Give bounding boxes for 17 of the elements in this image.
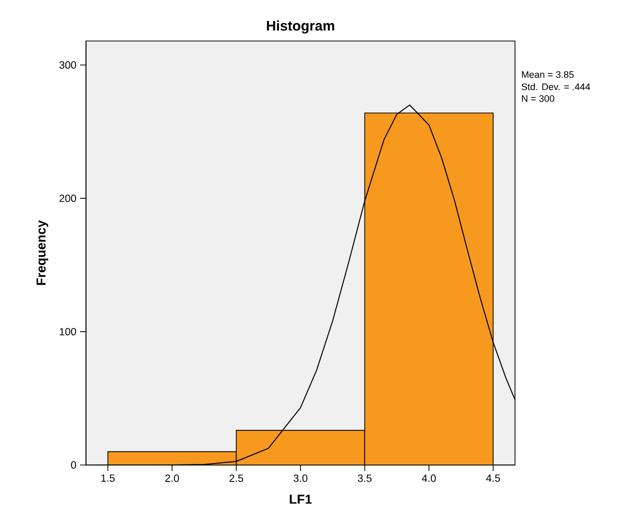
y-tick-label: 0 — [71, 461, 76, 469]
x-tick-label: 4.5 — [486, 474, 500, 482]
x-tick-label: 3.5 — [358, 474, 372, 482]
x-tick-label: 4.0 — [422, 474, 436, 482]
text: Std. Dev. = .444 — [522, 83, 590, 90]
text: Mean = 3.85 — [522, 71, 574, 78]
y-tick-label: 200 — [60, 194, 76, 202]
x-tick-label: 3.0 — [294, 474, 308, 482]
x-axis-title: LF1 — [290, 494, 312, 504]
y-tick-label: 100 — [60, 328, 76, 336]
y-tick-label: 300 — [59, 61, 76, 69]
text: N = 300 — [522, 95, 554, 102]
x-tick-label: 1.5 — [101, 474, 115, 482]
x-tick-label: 2.0 — [165, 474, 179, 482]
y-axis-title: Frequency — [36, 220, 48, 285]
x-tick-label: 2.5 — [230, 474, 244, 482]
chart-title: Histogram — [266, 20, 334, 34]
